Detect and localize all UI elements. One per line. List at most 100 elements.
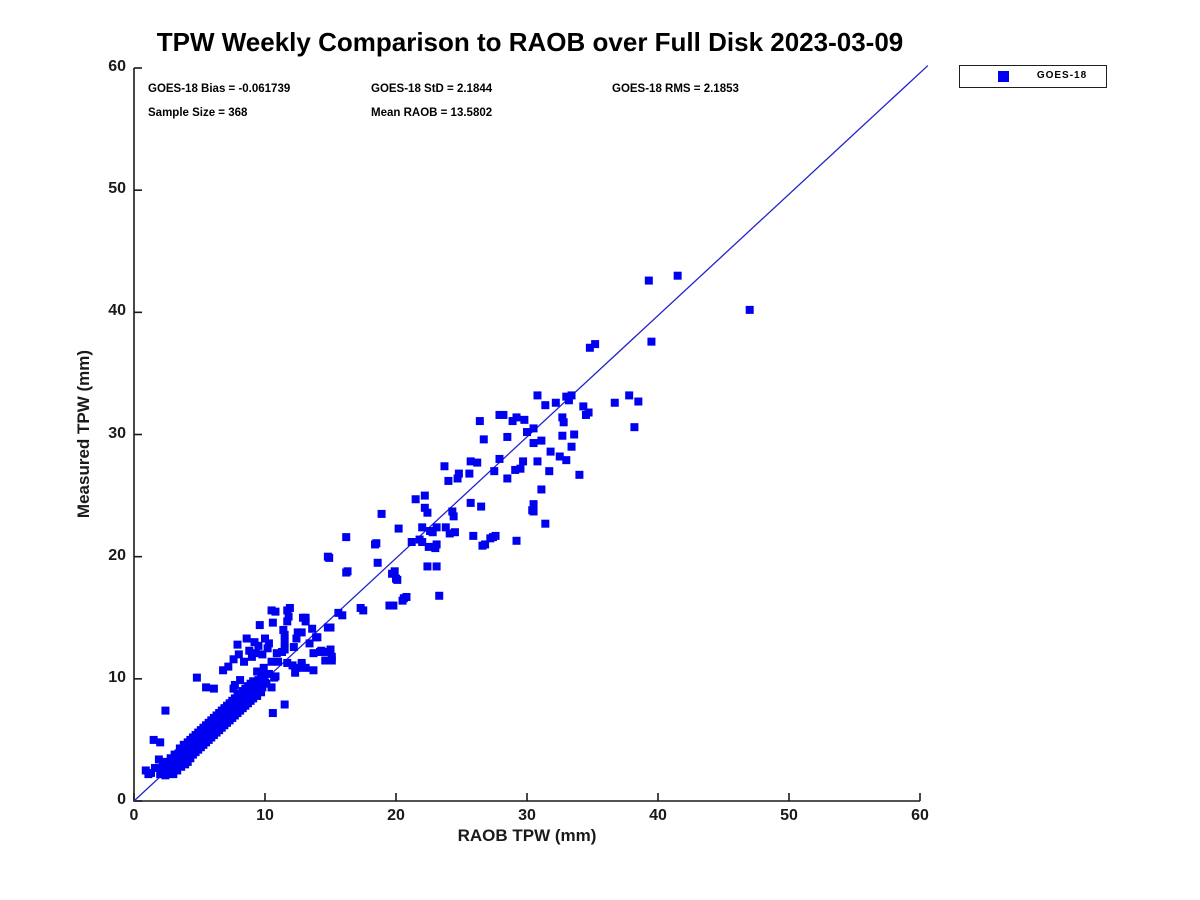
scatter-point [245, 646, 254, 655]
scatter-point [289, 643, 298, 652]
scatter-point [745, 305, 754, 314]
scatter-point [516, 464, 525, 473]
scatter-point [272, 649, 281, 658]
scatter-point [473, 458, 482, 467]
scatter-point [156, 738, 165, 747]
scatter-point [490, 467, 499, 476]
scatter-point [415, 535, 424, 544]
scatter-point [411, 495, 420, 504]
scatter-point [673, 271, 682, 280]
y-tick-label: 0 [117, 791, 126, 808]
scatter-point [431, 544, 440, 553]
scatter-point [274, 657, 283, 666]
scatter-point [477, 502, 486, 511]
scatter-point [280, 700, 289, 709]
scatter-point [584, 408, 593, 417]
scatter-point [293, 663, 302, 672]
scatter-point [488, 533, 497, 542]
scatter-point [308, 624, 317, 633]
scatter-point [192, 673, 201, 682]
scatter-point [420, 503, 429, 512]
scatter-point [546, 447, 555, 456]
scatter-point [229, 684, 238, 693]
scatter-point [209, 684, 218, 693]
scatter-point [418, 523, 427, 532]
scatter-point [280, 645, 289, 654]
scatter-point [291, 668, 300, 677]
scatter-point [298, 613, 307, 622]
scatter-point [236, 676, 245, 685]
scatter-point [234, 650, 243, 659]
chart-title: TPW Weekly Comparison to RAOB over Full … [156, 27, 904, 57]
scatter-point [432, 562, 441, 571]
scatter-point [440, 462, 449, 471]
scatter-point [559, 418, 568, 427]
x-tick-label: 0 [129, 807, 139, 824]
scatter-point [240, 657, 249, 666]
scatter-point [450, 528, 459, 537]
scatter-point [529, 500, 538, 509]
scatter-point [342, 568, 351, 577]
scatter-point [284, 612, 293, 621]
stats-mean-raob-text: Mean RAOB = 13.5802 [371, 107, 493, 119]
scatter-point [249, 677, 258, 686]
scatter-point [591, 340, 600, 349]
scatter-point [342, 533, 351, 542]
x-tick-label: 50 [780, 807, 798, 824]
scatter-point [585, 343, 594, 352]
scatter-point [449, 512, 458, 521]
scatter-point [279, 625, 288, 634]
scatter-point [495, 410, 504, 419]
scatter-point [224, 662, 233, 671]
scatter-point [229, 655, 238, 664]
scatter-point [158, 760, 167, 769]
scatter-point [144, 770, 153, 779]
scatter-point [424, 542, 433, 551]
scatter-point [512, 536, 521, 545]
x-tick-label: 20 [387, 807, 405, 824]
x-tick-label: 30 [518, 807, 536, 824]
y-tick-label: 30 [108, 424, 126, 442]
y-tick-label: 40 [108, 302, 126, 320]
x-tick-label: 40 [649, 807, 667, 824]
scatter-point [466, 498, 475, 507]
scatter-point [233, 640, 242, 649]
y-tick-label: 20 [108, 546, 126, 564]
scatter-point [647, 337, 656, 346]
scatter-point [283, 617, 292, 626]
scatter-point [575, 470, 584, 479]
scatter-point [313, 633, 322, 642]
x-tick-label: 60 [911, 807, 929, 824]
scatter-point [423, 562, 432, 571]
scatter-point [541, 519, 550, 528]
scatter-point [267, 683, 276, 692]
stats-bias-text: GOES-18 Bias = -0.061739 [148, 83, 291, 95]
scatter-point [158, 766, 167, 775]
x-axis-label: RAOB TPW (mm) [457, 826, 597, 845]
scatter-point [161, 706, 170, 715]
legend-marker-swatch [998, 71, 1009, 82]
scatter-point [579, 402, 588, 411]
scatter-point [255, 621, 264, 630]
stats-std-text: GOES-18 StD = 2.1844 [371, 83, 493, 95]
stats-sample-size-text: Sample Size = 368 [148, 107, 248, 119]
scatter-point [259, 663, 268, 672]
scatter-point [219, 666, 228, 675]
scatter-point [529, 507, 538, 516]
scatter-point [202, 683, 211, 692]
scatter-point [309, 649, 318, 658]
scatter-point [634, 397, 643, 406]
scatter-point [454, 469, 463, 478]
scatter-point [373, 558, 382, 567]
scatter-point [268, 709, 277, 718]
scatter-point [533, 391, 542, 400]
scatter-point [567, 391, 576, 400]
scatter-point [253, 667, 262, 676]
scatter-point [630, 423, 639, 432]
scatter-point [564, 396, 573, 405]
scatter-point [533, 457, 542, 466]
scatter-point [562, 456, 571, 465]
scatter-point [150, 764, 159, 773]
